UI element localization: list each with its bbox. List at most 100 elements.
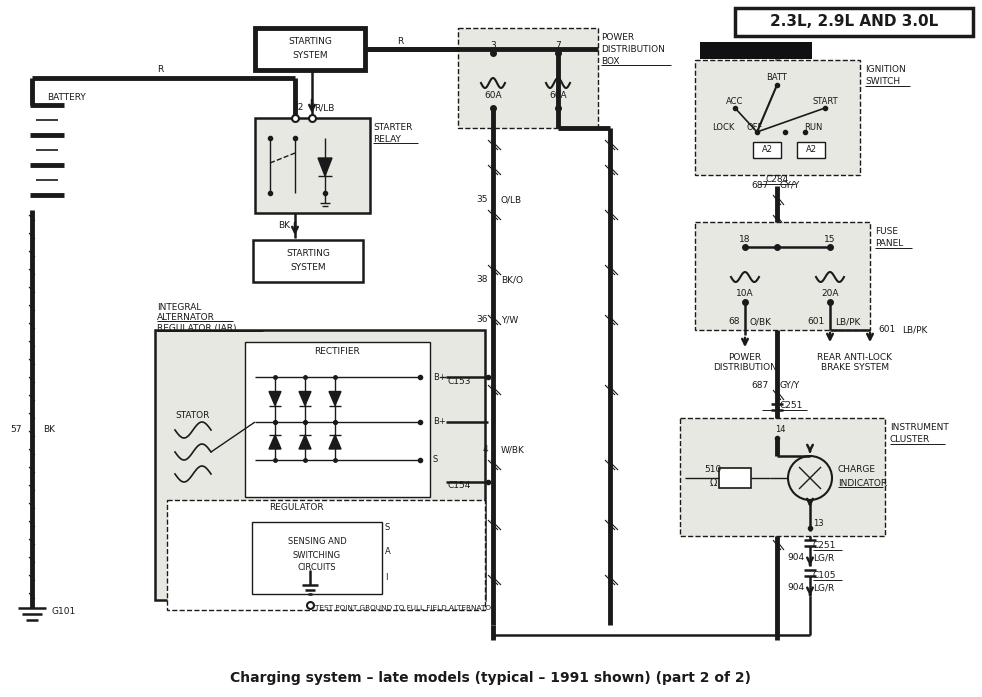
Text: BK: BK — [43, 425, 55, 434]
Text: INSTRUMENT: INSTRUMENT — [890, 424, 949, 433]
Text: BK/O: BK/O — [501, 275, 523, 284]
Bar — [167, 500, 485, 610]
Polygon shape — [299, 392, 311, 406]
Text: O/LB: O/LB — [501, 195, 522, 204]
Text: C153: C153 — [448, 378, 471, 387]
Text: 15: 15 — [824, 236, 836, 245]
Bar — [255, 28, 365, 70]
Text: BRAKE SYSTEM: BRAKE SYSTEM — [821, 364, 889, 372]
Text: 13: 13 — [813, 519, 824, 528]
Text: RUN: RUN — [804, 123, 822, 132]
Text: C105: C105 — [813, 572, 837, 581]
Text: Charging system – late models (typical – 1991 shown) (part 2 of 2): Charging system – late models (typical –… — [231, 671, 751, 685]
Text: Y/W: Y/W — [501, 316, 518, 325]
Text: SYSTEM: SYSTEM — [293, 52, 328, 61]
Bar — [695, 222, 870, 330]
Text: 32: 32 — [293, 103, 304, 112]
Polygon shape — [318, 158, 332, 176]
Text: R/LB: R/LB — [314, 103, 335, 112]
Text: START: START — [812, 98, 838, 107]
Bar — [245, 342, 430, 497]
Text: CLUSTER: CLUSTER — [890, 436, 930, 445]
Text: LOCK: LOCK — [712, 123, 735, 132]
Text: S: S — [433, 456, 438, 464]
Text: SWITCH: SWITCH — [865, 77, 900, 86]
Text: FUSE: FUSE — [875, 227, 898, 236]
Text: LG/R: LG/R — [813, 583, 835, 592]
Text: BATT: BATT — [767, 73, 788, 82]
Text: DISTRIBUTION: DISTRIBUTION — [713, 364, 777, 372]
Bar — [252, 522, 382, 594]
Text: BK: BK — [278, 220, 290, 229]
Text: SYSTEM: SYSTEM — [291, 263, 326, 273]
Bar — [695, 60, 860, 175]
Text: Ω: Ω — [709, 478, 717, 488]
Text: 601: 601 — [808, 318, 825, 326]
Text: 20A: 20A — [821, 289, 839, 298]
Polygon shape — [299, 435, 311, 449]
Bar — [253, 240, 363, 282]
Text: ACC: ACC — [727, 98, 743, 107]
Bar — [700, 42, 812, 59]
Text: W/BK: W/BK — [501, 445, 524, 454]
Text: GY/Y: GY/Y — [780, 381, 800, 390]
Text: GY/Y: GY/Y — [780, 181, 800, 190]
Text: R: R — [157, 66, 163, 75]
Text: B+: B+ — [433, 418, 446, 427]
Text: 18: 18 — [739, 236, 751, 245]
Text: LG/R: LG/R — [813, 553, 835, 562]
Text: TEST POINT GROUND TO FULL FIELD ALTERNATOR: TEST POINT GROUND TO FULL FIELD ALTERNAT… — [315, 605, 496, 611]
Text: STARTER: STARTER — [373, 123, 412, 132]
Text: 4: 4 — [482, 445, 488, 454]
Bar — [719, 468, 751, 488]
Text: 687: 687 — [752, 381, 769, 390]
Text: SENSING AND: SENSING AND — [288, 537, 347, 546]
Polygon shape — [329, 435, 341, 449]
Text: 7: 7 — [555, 42, 561, 50]
Text: 68: 68 — [729, 318, 740, 326]
Text: C284: C284 — [765, 176, 789, 185]
Text: I: I — [385, 574, 388, 583]
Text: 687: 687 — [752, 181, 769, 190]
Text: R: R — [397, 36, 404, 45]
Text: POWER: POWER — [729, 353, 762, 362]
Text: LB/PK: LB/PK — [835, 318, 860, 326]
Text: 38: 38 — [476, 275, 488, 284]
Bar — [753, 142, 781, 158]
Text: BOX: BOX — [601, 57, 620, 66]
Text: A: A — [385, 548, 391, 556]
Text: 601: 601 — [878, 325, 896, 335]
Bar — [458, 28, 598, 128]
Polygon shape — [269, 435, 281, 449]
Text: 10A: 10A — [736, 289, 754, 298]
Text: C154: C154 — [448, 480, 471, 489]
Text: HOT AT ALL TIMES: HOT AT ALL TIMES — [713, 47, 799, 56]
Text: A2: A2 — [805, 146, 816, 155]
Text: CHARGE: CHARGE — [838, 466, 876, 475]
Text: STARTING: STARTING — [288, 38, 332, 47]
Text: 60A: 60A — [549, 91, 567, 100]
Text: 904: 904 — [788, 583, 805, 592]
Text: BATTERY: BATTERY — [47, 93, 85, 102]
Polygon shape — [269, 392, 281, 406]
Text: REAR ANTI-LOCK: REAR ANTI-LOCK — [817, 353, 893, 362]
Text: CIRCUITS: CIRCUITS — [298, 563, 336, 572]
Text: G101: G101 — [52, 608, 77, 617]
Text: REGULATOR: REGULATOR — [269, 503, 323, 512]
Text: RELAY: RELAY — [373, 135, 401, 144]
Text: O/BK: O/BK — [750, 318, 772, 326]
Text: STATOR: STATOR — [176, 411, 210, 420]
Bar — [680, 418, 885, 536]
Text: INDICATOR: INDICATOR — [838, 479, 887, 487]
Text: PANEL: PANEL — [875, 240, 903, 249]
Text: ALTERNATOR: ALTERNATOR — [157, 314, 215, 323]
Text: SWITCHING: SWITCHING — [293, 551, 341, 560]
Bar — [155, 330, 485, 600]
Text: 14: 14 — [775, 425, 786, 434]
Bar — [255, 118, 370, 213]
Text: 35: 35 — [476, 195, 488, 204]
Text: REGULATOR (IAR): REGULATOR (IAR) — [157, 323, 237, 332]
Text: A2: A2 — [761, 146, 773, 155]
Text: 510: 510 — [704, 466, 722, 475]
Text: LB/PK: LB/PK — [902, 325, 927, 335]
